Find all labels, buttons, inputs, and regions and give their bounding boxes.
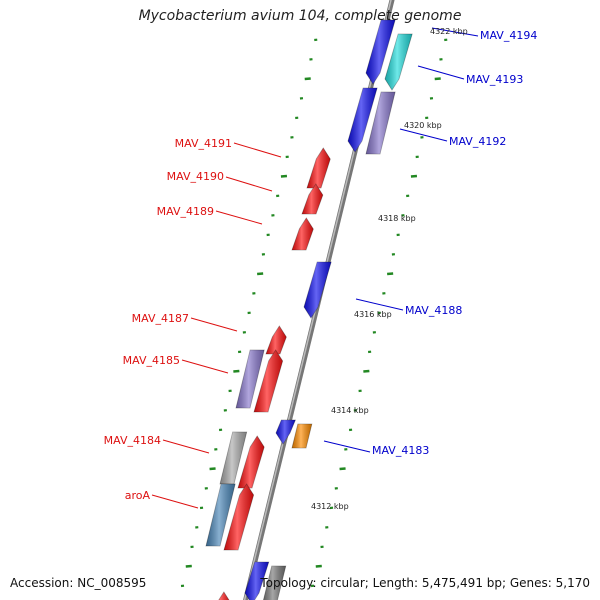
right-tick [387,272,394,276]
accession-label: Accession: NC_008595 [10,576,147,590]
gene-arrow-mav4187 [265,325,287,355]
leader-line-aroa [151,494,199,509]
scale-label: 4312 kbp [311,502,349,511]
gene-arrow-mav4194 [365,19,396,85]
gene-arrow-mav4184 [237,435,265,489]
gene-arrow-mav4193 [384,33,413,91]
gene-label-mav4193: MAV_4193 [466,73,523,86]
gene-arrow-mav4185a [235,349,265,409]
right-tick [315,564,322,568]
leader-line-mav4189 [215,210,263,225]
gene-arrow-mav4192 [347,87,378,153]
genome-summary: Topology: circular; Length: 5,475,491 bp… [260,576,590,590]
right-tick [434,77,441,81]
leader-line-mav4188 [355,298,404,311]
tick-marks [180,38,448,588]
gene-label-mav4183: MAV_4183 [372,444,429,457]
gene-label-mav4191: MAV_4191 [175,137,232,150]
map-title: Mycobacterium avium 104, complete genome [138,8,462,24]
leader-line-mav4190 [225,176,273,192]
gene-arrow-mav4190 [301,183,324,215]
gene-arrow-mav4185 [253,349,284,413]
left-tick [304,77,311,81]
gene-label-mav4187: MAV_4187 [132,312,189,325]
gene-arrows [205,19,413,600]
gene-label-mav4192: MAV_4192 [449,135,506,148]
gene-label-mav4185: MAV_4185 [123,354,180,367]
leader-line-mav4193 [417,65,465,80]
leader-line-mav4192 [399,128,448,142]
gene-arrow-mav4189 [291,217,314,251]
right-tick [339,467,346,471]
left-tick [280,174,288,178]
gene-arrow-bottom-blue [244,561,270,600]
leader-line-mav4187 [190,317,238,332]
scale-label: 4322 kbp [430,27,468,36]
scale-label: 4320 kbp [404,121,442,130]
gene-label-aroa: aroA [125,489,151,502]
scale-label: 4316 kbp [354,310,392,319]
scale-label: 4314 kbp [331,406,369,415]
scale-labels: 4322 kbp 4320 kbp 4318 kbp 4316 kbp 4314 kbp… [311,27,468,511]
gene-label-mav4184: MAV_4184 [104,434,161,447]
gene-arrow-aroa-a [205,483,236,547]
right-tick [363,369,370,373]
leader-line-mav4185 [181,359,229,374]
label-leader-lines [151,27,479,509]
leader-line-mav4184 [162,439,210,454]
left-tick [185,564,192,568]
gene-label-mav4190: MAV_4190 [167,170,224,183]
left-tick [257,272,264,276]
gene-label-mav4194: MAV_4194 [480,29,537,42]
right-tick [410,174,418,178]
left-tick [209,467,216,471]
gene-labels: MAV_4194 MAV_4193 MAV_4192 MAV_4191 MAV_4190… [104,29,538,502]
gene-arrow-mav4183b [291,423,313,449]
gene-label-mav4188: MAV_4188 [405,304,462,317]
scale-label: 4318 kbp [378,214,416,223]
gene-arrow-mav4191 [306,147,331,189]
left-tick [233,369,240,373]
gene-arrow-bottom-gray [263,565,287,600]
gene-arrow-bottom-red [218,591,230,600]
leader-line-mav4191 [233,142,282,158]
gene-label-mav4189: MAV_4189 [157,205,214,218]
gene-arrow-mav4192b [365,91,396,155]
gene-arrow-mav4183 [275,419,296,445]
leader-line-mav4183 [323,440,371,453]
leader-line-mav4194 [431,27,479,37]
gene-arrow-aroa [223,483,255,551]
gene-arrow-mav4188 [303,261,332,319]
